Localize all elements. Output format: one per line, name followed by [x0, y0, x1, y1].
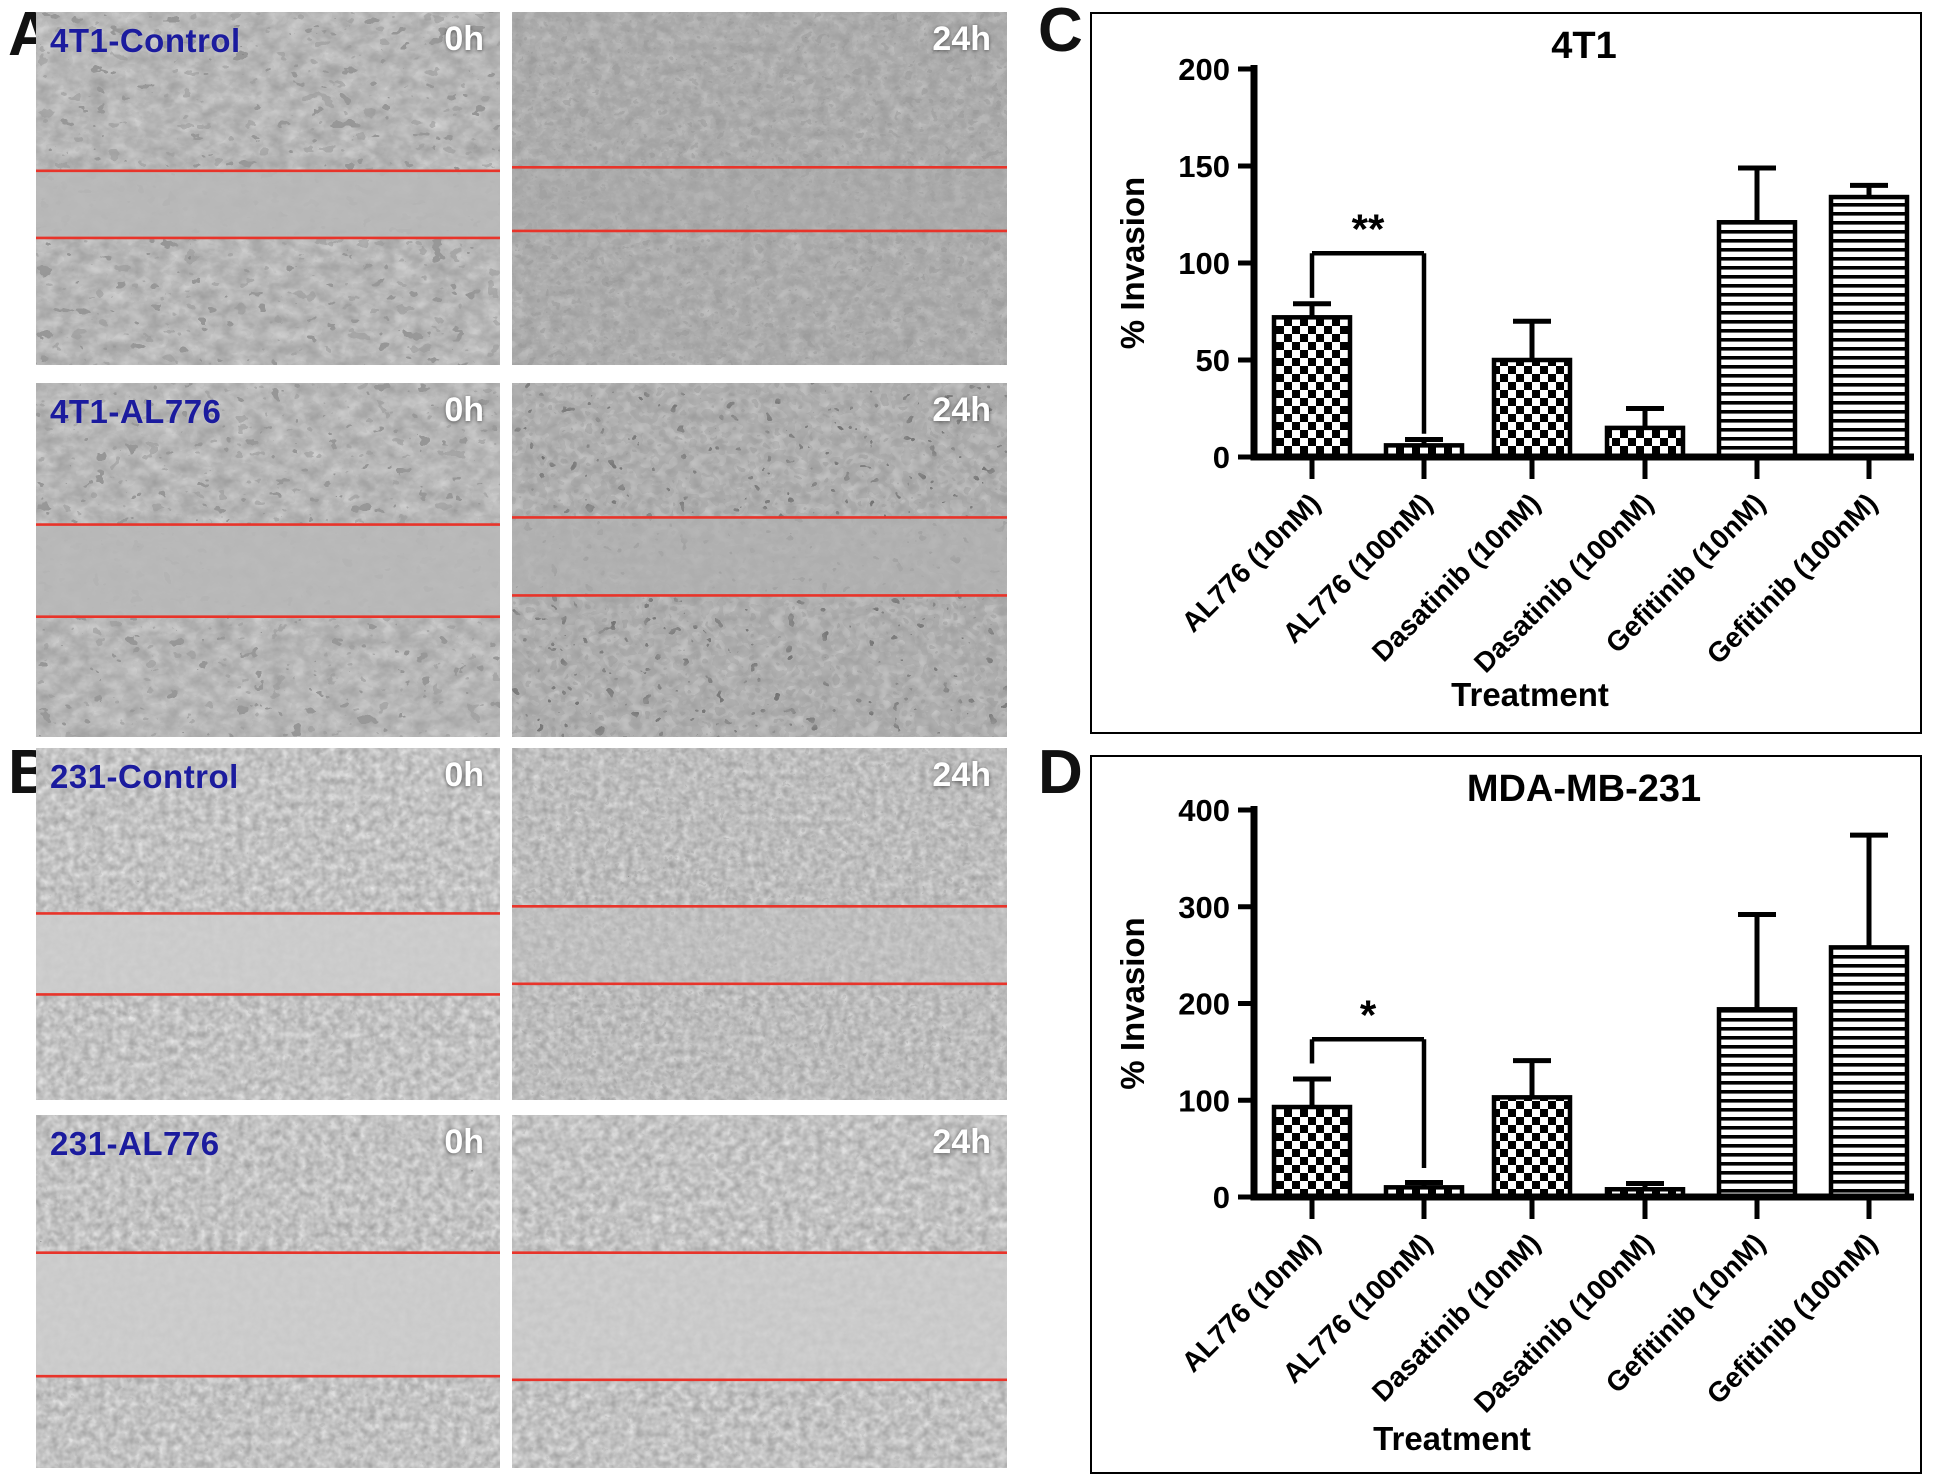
- cell-line-label: 231-Control: [50, 758, 239, 795]
- micrograph-canvas: [512, 748, 1007, 1100]
- timepoint-label: 0h: [444, 1123, 484, 1161]
- wound-gap: [36, 1252, 500, 1377]
- bar-gefitinib-100nm-: [1828, 194, 1910, 460]
- micrograph-canvas: [36, 12, 500, 365]
- y-tick-label: 400: [1178, 793, 1230, 828]
- timepoint-label: 24h: [932, 756, 991, 794]
- micrograph-canvas: [512, 12, 1007, 365]
- timepoint-label: 0h: [444, 391, 484, 429]
- wound-gap: [512, 517, 1007, 596]
- micrograph-4t1-al776-24h: 24h: [512, 383, 1007, 737]
- micrograph-231-al776-0h: 231-AL776 0h: [36, 1115, 500, 1468]
- wound-gap: [36, 913, 500, 995]
- y-tick-label: 300: [1178, 890, 1230, 925]
- bar-dasatinib-10nm-: [1491, 1095, 1573, 1200]
- chart-title: 4T1: [1551, 25, 1616, 67]
- bar-dasatinib-100nm-: [1604, 425, 1686, 460]
- micrograph-4t1-al776-0h: 4T1-AL776 0h: [36, 383, 500, 737]
- micrograph-4t1-control-0h: 4T1-Control 0h: [36, 12, 500, 365]
- timepoint-label: 24h: [932, 1123, 991, 1161]
- wound-gap: [512, 1252, 1007, 1380]
- bar-dasatinib-10nm-: [1491, 357, 1573, 460]
- y-tick-label: 150: [1178, 149, 1230, 184]
- cell-line-label: 4T1-AL776: [50, 393, 222, 430]
- timepoint-label: 24h: [932, 391, 991, 429]
- micrograph-canvas: [512, 383, 1007, 737]
- invasion-chart-4t1-box: 0 50 100 150 200 AL776 (10nM) AL776 (100nM) Das…: [1090, 12, 1922, 734]
- chart-title: MDA-MB-231: [1467, 768, 1701, 810]
- wound-gap: [512, 167, 1007, 231]
- wound-gap: [36, 170, 500, 238]
- cell-line-label: 4T1-Control: [50, 22, 241, 59]
- micrograph-231-control-0h: 231-Control 0h: [36, 748, 500, 1100]
- y-tick-label: 0: [1213, 440, 1230, 475]
- y-tick-label: 200: [1178, 52, 1230, 87]
- significance-label: *: [1360, 991, 1377, 1038]
- micrograph-231-al776-24h: 24h: [512, 1115, 1007, 1468]
- micrograph-canvas: [36, 383, 500, 737]
- timepoint-label: 0h: [444, 20, 484, 58]
- wound-gap: [36, 524, 500, 617]
- micrograph-canvas: [36, 1115, 500, 1468]
- y-tick-label: 200: [1178, 987, 1230, 1022]
- bar-al776-10nm-: [1271, 1104, 1353, 1200]
- y-axis-title: % Invasion: [1114, 177, 1151, 349]
- micrograph-canvas: [36, 748, 500, 1100]
- y-tick-label: 100: [1178, 1083, 1230, 1118]
- panel-letter-d: D: [1038, 738, 1083, 807]
- y-tick-label: 0: [1213, 1180, 1230, 1215]
- y-axis-title: % Invasion: [1114, 917, 1151, 1089]
- panel-letter-c: C: [1038, 0, 1083, 65]
- y-tick-label: 50: [1196, 343, 1230, 378]
- bar-gefitinib-10nm-: [1716, 220, 1798, 460]
- bar-al776-10nm-: [1271, 315, 1353, 460]
- bar-gefitinib-100nm-: [1828, 945, 1910, 1200]
- wound-gap: [512, 906, 1007, 984]
- micrograph-canvas: [512, 1115, 1007, 1468]
- cell-line-label: 231-AL776: [50, 1125, 220, 1162]
- timepoint-label: 0h: [444, 756, 484, 794]
- timepoint-label: 24h: [932, 20, 991, 58]
- y-tick-label: 100: [1178, 246, 1230, 281]
- significance-label: **: [1352, 205, 1385, 252]
- x-axis-title: Treatment: [1451, 676, 1609, 713]
- micrograph-4t1-control-24h: 24h: [512, 12, 1007, 365]
- invasion-chart-mda-mb-231-box: 0 100 200 300 400 AL776 (10nM) AL776 (100nM) Da…: [1090, 755, 1922, 1474]
- bar-gefitinib-10nm-: [1716, 1007, 1798, 1200]
- x-axis-title: Treatment: [1373, 1420, 1531, 1457]
- micrograph-231-control-24h: 24h: [512, 748, 1007, 1100]
